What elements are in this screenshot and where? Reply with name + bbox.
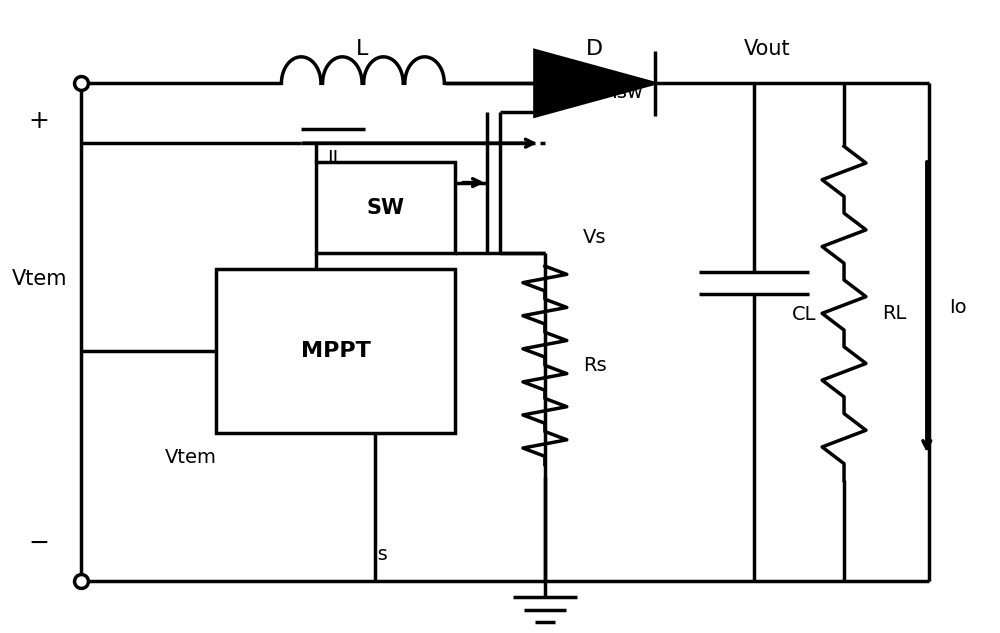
Text: RL: RL (882, 304, 906, 323)
Text: Rs: Rs (583, 356, 606, 375)
Text: SW: SW (366, 197, 404, 218)
Text: CL: CL (792, 306, 817, 325)
Text: Vtem: Vtem (165, 448, 217, 467)
Text: D: D (586, 39, 603, 59)
Text: Vs: Vs (583, 229, 606, 248)
Text: Io: Io (949, 298, 966, 316)
Text: −: − (29, 531, 50, 555)
Text: Is: Is (372, 545, 388, 564)
Text: MPPT: MPPT (301, 341, 370, 361)
Text: Vtem: Vtem (12, 268, 67, 289)
Polygon shape (535, 51, 655, 116)
FancyBboxPatch shape (216, 269, 455, 433)
Text: IL: IL (327, 149, 344, 168)
Text: +: + (29, 109, 50, 133)
Text: L: L (356, 39, 369, 59)
Text: Vout: Vout (744, 39, 791, 59)
Text: Msw: Msw (600, 84, 643, 103)
FancyBboxPatch shape (316, 162, 455, 253)
